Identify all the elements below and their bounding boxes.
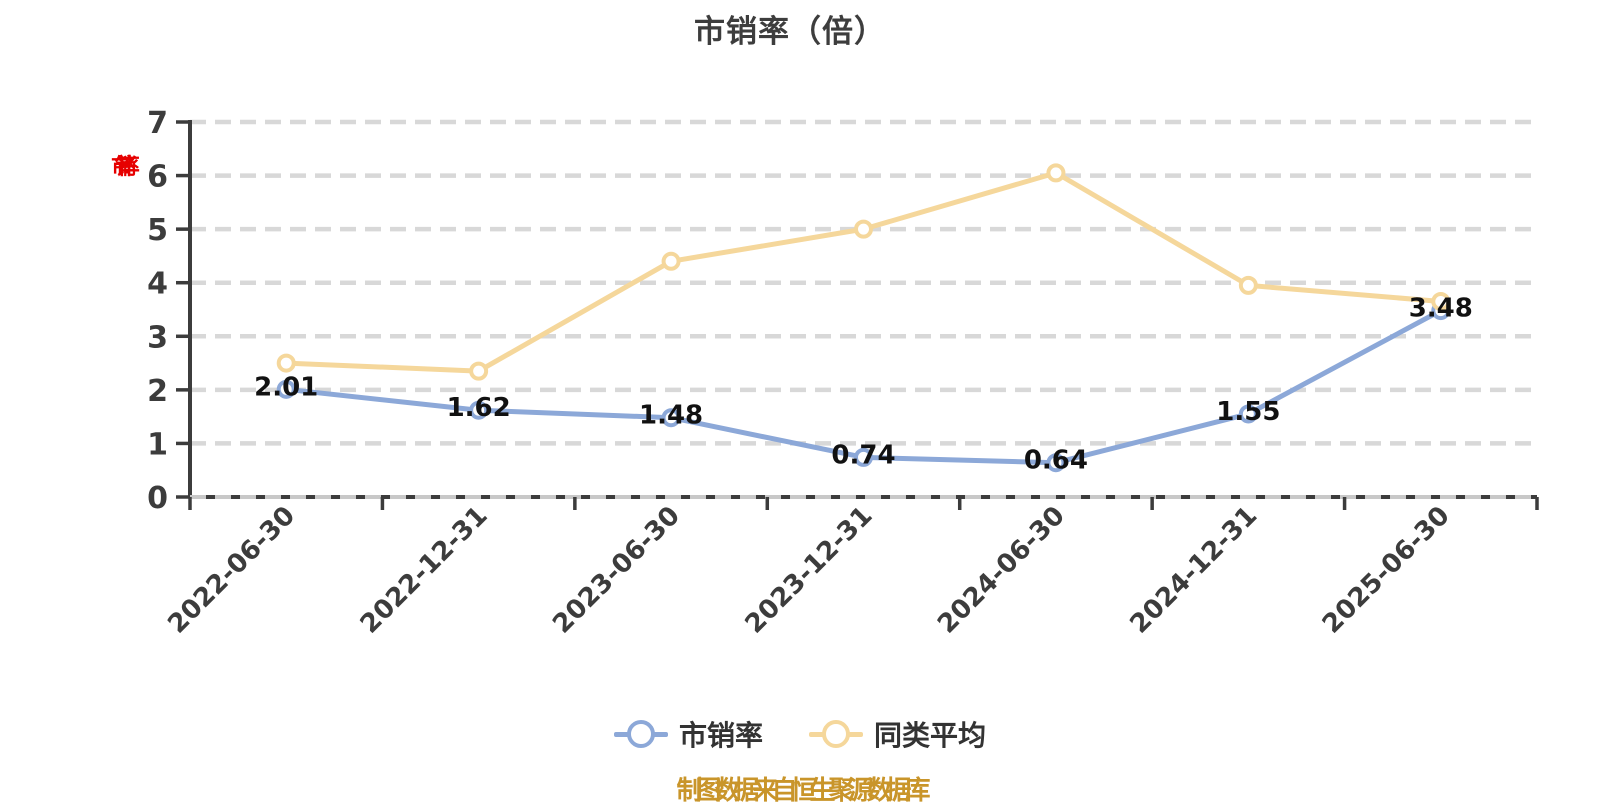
data-point-同类平均[interactable] — [1046, 163, 1066, 183]
x-tick-label: 2024-06-30 — [932, 501, 1071, 640]
y-tick-label: 3 — [147, 320, 168, 355]
data-point-市销率[interactable] — [854, 447, 873, 467]
data-source-note: 制图数据来自恒生聚源数据库 — [676, 776, 930, 806]
value-label: 1.62 — [447, 393, 511, 423]
data-point-市销率[interactable] — [661, 408, 681, 428]
legend-label: 市销率 — [678, 719, 763, 752]
x-tick-label: 2022-12-31 — [355, 501, 494, 640]
value-label: 2.01 — [254, 372, 318, 402]
x-tick-label: 2025-06-30 — [1317, 501, 1456, 640]
data-point-市销率[interactable] — [276, 379, 296, 399]
y-tick-label: 2 — [147, 374, 168, 409]
data-point-同类平均[interactable] — [1238, 275, 1258, 295]
chart-title: 市销率（倍） — [694, 14, 886, 50]
legend-marker-circle — [626, 720, 655, 748]
y-tick-label: 7 — [147, 106, 168, 141]
data-point-市销率[interactable] — [1046, 453, 1066, 473]
value-label: 1.55 — [1216, 397, 1280, 427]
data-point-市销率[interactable] — [469, 400, 489, 420]
legend-item-0[interactable]: 市销率 — [613, 714, 763, 754]
legend-item-1[interactable]: 同类平均 — [809, 714, 986, 754]
data-point-同类平均[interactable] — [469, 361, 489, 381]
data-point-市销率[interactable] — [1238, 404, 1258, 424]
y-tick-label: 1 — [147, 427, 168, 462]
y-tick-label: 6 — [147, 160, 168, 195]
x-tick-label: 2022-06-30 — [162, 501, 301, 640]
legend-marker-circle — [822, 720, 850, 748]
value-label: 3.48 — [1409, 294, 1473, 324]
y-tick-label: 0 — [147, 481, 168, 516]
x-tick-label: 2023-12-31 — [740, 501, 879, 640]
value-label: 0.64 — [1024, 446, 1088, 476]
x-tick-label: 2023-06-30 — [547, 501, 686, 640]
legend-line-circle-icon — [613, 719, 668, 749]
legend-line-circle-icon — [809, 719, 863, 749]
legend-label: 同类平均 — [874, 719, 987, 752]
value-label: 1.48 — [639, 401, 703, 431]
data-point-同类平均[interactable] — [854, 219, 873, 239]
chart-legend: 市销率 同类平均 — [0, 714, 1600, 754]
y-tick-label: 4 — [147, 267, 168, 302]
series-line-同类平均 — [283, 170, 1444, 374]
x-tick-label: 2024-12-31 — [1124, 501, 1263, 640]
value-label: 0.74 — [831, 440, 895, 470]
y-tick-label: 5 — [147, 213, 168, 248]
data-point-同类平均[interactable] — [661, 251, 681, 271]
data-point-同类平均[interactable] — [276, 353, 296, 373]
data-point-同类平均[interactable] — [1431, 291, 1451, 311]
